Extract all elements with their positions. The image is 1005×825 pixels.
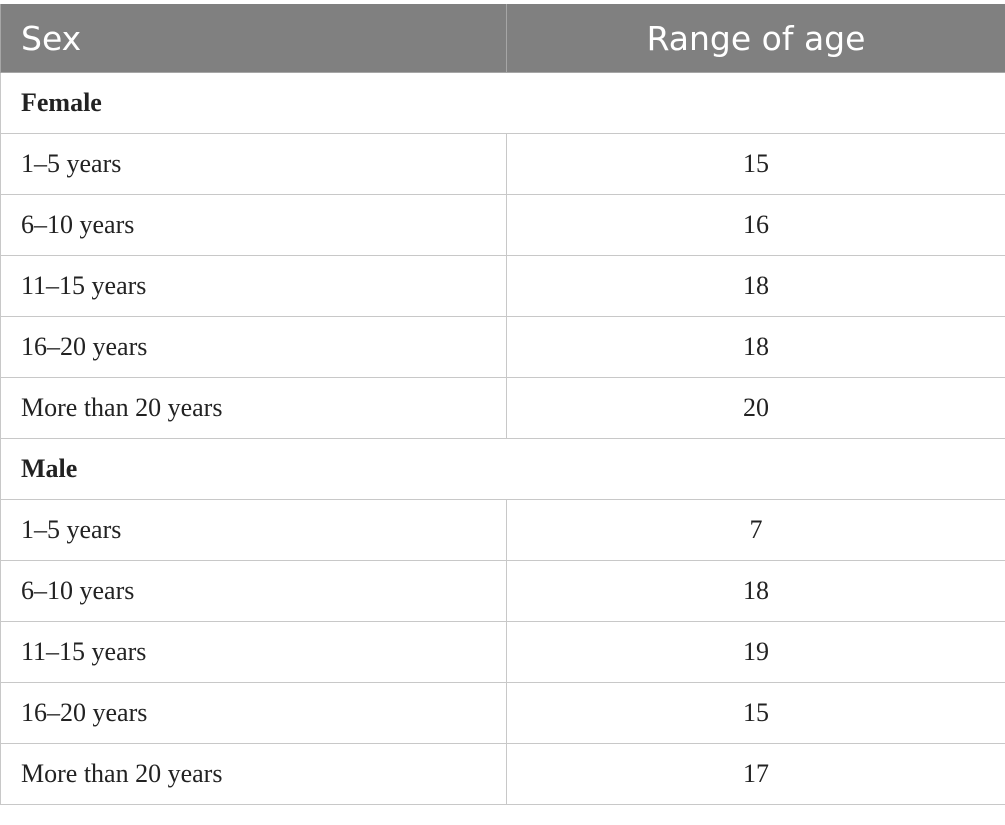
row-value: 17	[506, 743, 1005, 805]
table-row: 16–20 years 15	[0, 682, 1005, 744]
row-value: 20	[506, 377, 1005, 439]
header-sex: Sex	[0, 4, 507, 73]
row-value: 7	[506, 499, 1005, 561]
table-row: 6–10 years 16	[0, 194, 1005, 256]
row-value: 16	[506, 194, 1005, 256]
table-row: 16–20 years 18	[0, 316, 1005, 378]
table-row: 11–15 years 18	[0, 255, 1005, 317]
group-row-male: Male	[0, 438, 1005, 500]
group-title: Male	[0, 438, 1005, 500]
row-value: 18	[506, 560, 1005, 622]
table-row: 1–5 years 7	[0, 499, 1005, 561]
row-label: More than 20 years	[0, 377, 507, 439]
row-label: 16–20 years	[0, 316, 507, 378]
row-value: 15	[506, 133, 1005, 195]
row-value: 15	[506, 682, 1005, 744]
row-value: 19	[506, 621, 1005, 683]
group-title: Female	[0, 72, 1005, 134]
row-label: 11–15 years	[0, 255, 507, 317]
header-row: Sex Range of age	[0, 4, 1005, 73]
age-range-table: Sex Range of age Female 1–5 years 15 6–1…	[0, 4, 1005, 805]
table-row: More than 20 years 17	[0, 743, 1005, 805]
row-label: 1–5 years	[0, 133, 507, 195]
table-row: 1–5 years 15	[0, 133, 1005, 195]
header-range-of-age: Range of age	[506, 4, 1005, 73]
row-label: 16–20 years	[0, 682, 507, 744]
row-label: More than 20 years	[0, 743, 507, 805]
table-row: More than 20 years 20	[0, 377, 1005, 439]
row-label: 6–10 years	[0, 194, 507, 256]
row-value: 18	[506, 316, 1005, 378]
table-row: 6–10 years 18	[0, 560, 1005, 622]
row-label: 11–15 years	[0, 621, 507, 683]
table-row: 11–15 years 19	[0, 621, 1005, 683]
row-label: 6–10 years	[0, 560, 507, 622]
group-row-female: Female	[0, 72, 1005, 134]
row-value: 18	[506, 255, 1005, 317]
row-label: 1–5 years	[0, 499, 507, 561]
